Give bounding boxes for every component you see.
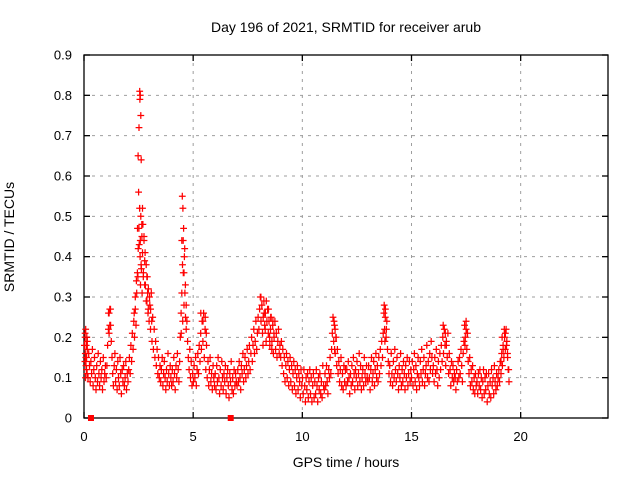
x-tick-labels: 0 5 10 15 20 <box>80 429 528 444</box>
x-tick-label: 15 <box>404 429 418 444</box>
y-tick-label: 0.6 <box>54 169 72 184</box>
plot-border <box>83 54 609 419</box>
plus-markers-path <box>81 87 513 406</box>
y-tick-label: 0.7 <box>54 128 72 143</box>
x-tick-label: 20 <box>513 429 527 444</box>
x-axis-label: GPS time / hours <box>293 454 400 470</box>
chart-title: Day 196 of 2021, SRMTID for receiver aru… <box>211 19 481 35</box>
y-tick-label: 0.4 <box>54 249 72 264</box>
x-tick-label: 10 <box>295 429 309 444</box>
y-tick-labels: 0 0.1 0.2 0.3 0.4 0.5 0.6 0.7 0.8 0.9 <box>54 48 72 426</box>
zero-square-markers <box>87 415 234 421</box>
y-tick-label: 0 <box>65 411 72 426</box>
y-axis-label: SRMTID / TECUs <box>1 182 17 292</box>
x-tick-label: 5 <box>190 429 197 444</box>
data-points <box>81 87 513 406</box>
y-tick-label: 0.3 <box>54 290 72 305</box>
y-tick-label: 0.2 <box>54 330 72 345</box>
zero-square-marker <box>227 415 234 421</box>
y-tick-label: 0.5 <box>54 209 72 224</box>
y-tick-label: 0.8 <box>54 88 72 103</box>
zero-square-marker <box>87 415 94 421</box>
y-tick-label: 0.1 <box>54 370 72 385</box>
y-tick-label: 0.9 <box>54 48 72 63</box>
x-tick-label: 0 <box>80 429 87 444</box>
